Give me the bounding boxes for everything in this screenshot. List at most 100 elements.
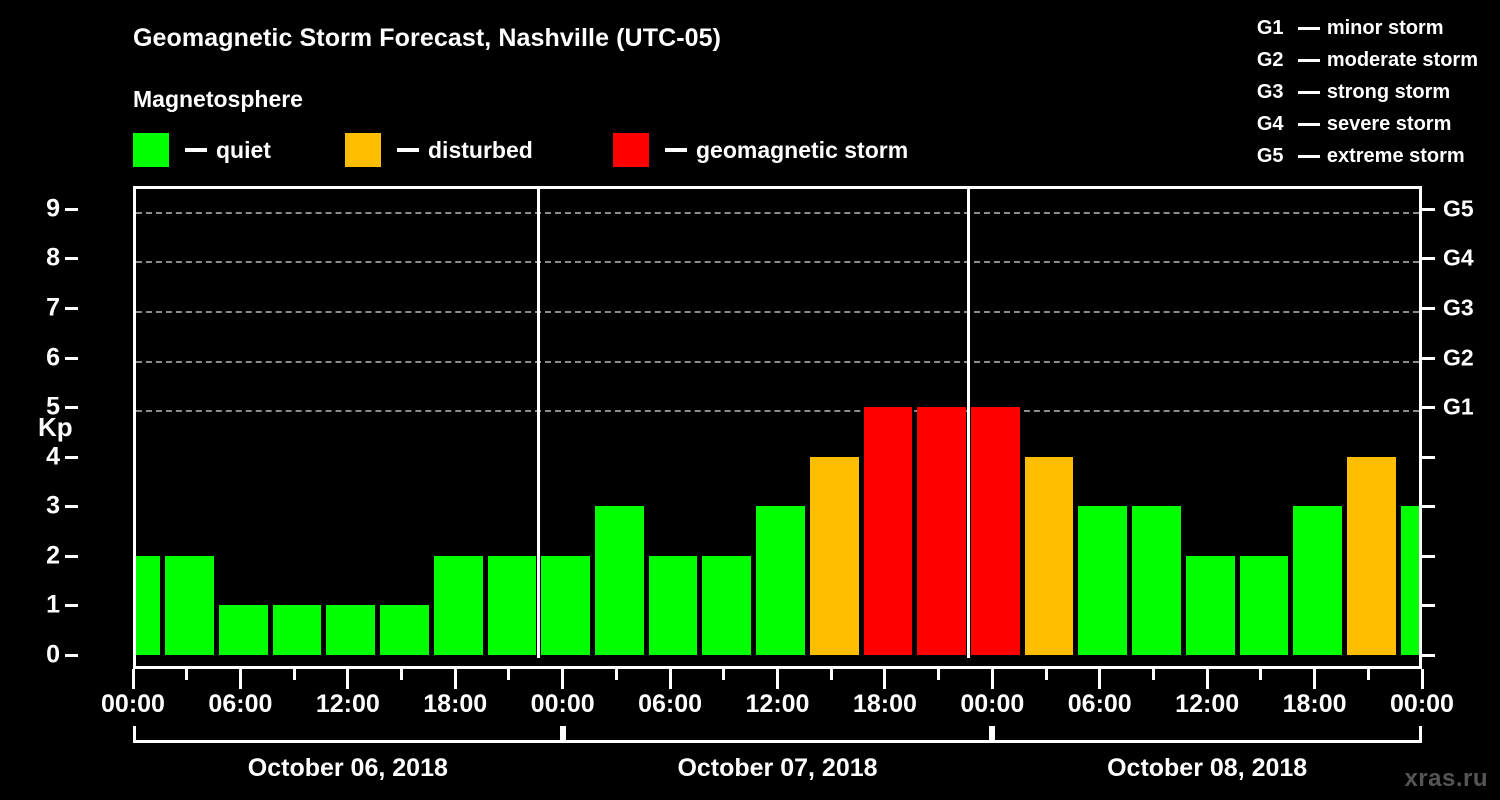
x-tick-4	[346, 669, 350, 689]
y-tick-right-6	[1422, 356, 1435, 360]
y-tick-8	[65, 257, 78, 261]
g-level-label-g5: G5	[1443, 195, 1474, 222]
x-tick-15	[937, 669, 941, 680]
bar-22[interactable]	[1293, 506, 1342, 655]
y-tick-label-0: 0	[46, 640, 60, 669]
bar-10[interactable]	[648, 555, 698, 655]
x-tick-0	[131, 669, 135, 689]
x-tick-label-1: 06:00	[208, 690, 273, 718]
x-tick-14	[883, 669, 887, 689]
y-tick-label-8: 8	[46, 243, 60, 272]
bar-1[interactable]	[165, 555, 215, 655]
gscale-legend: G1 minor storm G2 moderate storm G3 strong st…	[1257, 12, 1478, 172]
bar-13[interactable]	[809, 456, 859, 655]
x-tick-label-0: 00:00	[101, 690, 165, 718]
gscale-description: moderate storm	[1326, 49, 1478, 71]
bar-7[interactable]	[487, 555, 537, 655]
quiet-legend: quiet	[133, 131, 271, 169]
bar-18[interactable]	[1078, 506, 1128, 655]
day-label-3: October 08, 2018	[1107, 754, 1308, 782]
g-level-label-g2: G2	[1443, 344, 1474, 371]
y-tick-right-0	[1422, 654, 1435, 657]
bar-20[interactable]	[1185, 555, 1235, 655]
y-tick-right-9	[1422, 207, 1435, 211]
bar-4[interactable]	[326, 605, 376, 655]
day-label-1: October 06, 2018	[247, 754, 448, 782]
g-level-label-g4: G4	[1443, 244, 1474, 271]
day-bracket-end-2	[989, 726, 993, 743]
gridline-kp-6	[136, 360, 1419, 363]
y-tick-9	[65, 207, 78, 211]
x-tick-10	[668, 669, 672, 689]
bar-6[interactable]	[433, 555, 483, 655]
bar-0[interactable]	[136, 555, 161, 655]
x-axis-line	[133, 666, 1422, 669]
day-divider-2	[966, 189, 970, 658]
bar-15[interactable]	[917, 407, 966, 655]
bar-11[interactable]	[702, 555, 752, 655]
bar-12[interactable]	[756, 506, 805, 655]
gscale-row-g1: G1 minor storm	[1257, 12, 1478, 44]
y-axis-label: Kp	[38, 412, 73, 442]
y-tick-label-3: 3	[46, 491, 60, 520]
y-tick-3	[65, 505, 78, 509]
bar-14[interactable]	[863, 407, 913, 655]
bar-19[interactable]	[1132, 506, 1181, 655]
bar-8[interactable]	[541, 555, 591, 655]
y-tick-right-8	[1422, 257, 1435, 261]
x-tick-13	[829, 669, 833, 680]
x-tick-6	[453, 669, 457, 689]
gscale-description: minor storm	[1326, 17, 1444, 39]
gscale-description: strong storm	[1326, 81, 1451, 103]
y-tick-6	[65, 356, 78, 360]
day-bracket-3	[992, 740, 1422, 743]
day-bracket-start-3	[992, 726, 996, 743]
gscale-row-g5: G5 extreme storm	[1257, 140, 1478, 172]
x-tick-label-7: 18:00	[852, 690, 917, 718]
day-label-2: October 07, 2018	[677, 754, 878, 782]
x-tick-12	[776, 669, 779, 689]
watermark: xras.ru	[1404, 765, 1488, 792]
legend-label: disturbed	[428, 136, 533, 163]
disturbed-legend: disturbed	[345, 131, 533, 169]
x-tick-17	[1044, 669, 1048, 680]
gscale-code: G5	[1256, 145, 1284, 167]
x-tick-label-5: 06:00	[638, 690, 703, 718]
y-tick-right-4	[1422, 455, 1435, 459]
bar-23[interactable]	[1346, 456, 1396, 655]
legend-dash-icon	[397, 148, 419, 152]
legend-dash-icon	[185, 148, 207, 152]
x-tick-16	[990, 669, 994, 689]
legend-label: quiet	[216, 136, 271, 163]
bar-16[interactable]	[970, 407, 1020, 655]
x-tick-8	[561, 669, 565, 689]
x-tick-11	[722, 669, 726, 680]
gridline-kp-8	[136, 261, 1419, 264]
bar-21[interactable]	[1239, 555, 1289, 655]
x-tick-9	[614, 669, 618, 680]
x-tick-7	[507, 669, 511, 680]
bar-2[interactable]	[219, 605, 268, 655]
legend-swatch-icon	[613, 133, 649, 167]
bar-5[interactable]	[380, 605, 429, 655]
y-tick-label-2: 2	[46, 541, 60, 570]
y-tick-right-3	[1422, 505, 1435, 509]
x-tick-20	[1205, 669, 1209, 689]
x-tick-19	[1151, 669, 1155, 680]
bar-9[interactable]	[595, 506, 644, 655]
gridline-kp-9	[136, 211, 1419, 214]
gscale-code: G2	[1256, 49, 1284, 71]
day-divider-1	[537, 189, 541, 658]
y-tick-label-7: 7	[46, 293, 60, 322]
y-tick-label-4: 4	[46, 442, 60, 471]
x-tick-3	[292, 669, 296, 680]
gscale-row-g2: G2 moderate storm	[1257, 44, 1478, 76]
bar-24[interactable]	[1400, 506, 1419, 655]
x-tick-label-9: 06:00	[1067, 690, 1132, 718]
day-bracket-end-1	[559, 726, 563, 743]
x-tick-23	[1366, 669, 1370, 680]
bar-17[interactable]	[1024, 456, 1074, 655]
bar-3[interactable]	[272, 605, 322, 655]
day-bracket-end-3	[1419, 726, 1422, 743]
